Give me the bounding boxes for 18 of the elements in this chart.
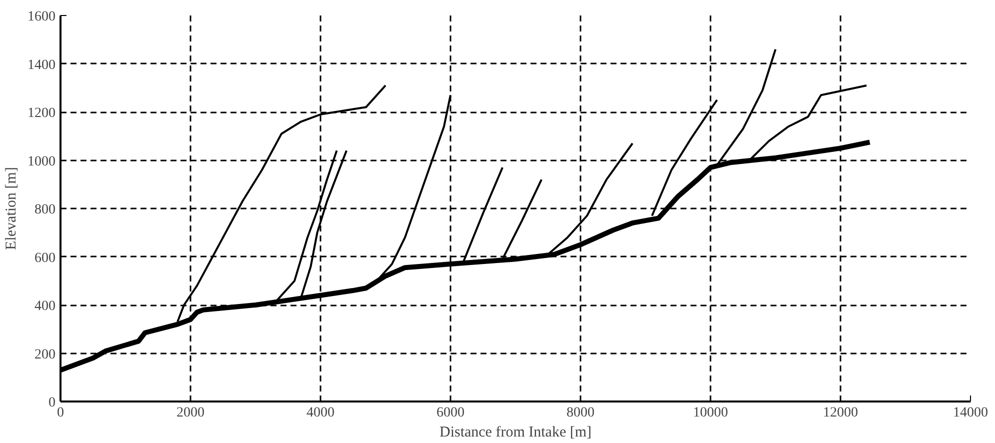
y-tick-label: 1600 (28, 10, 56, 24)
y-tick-label: 400 (34, 299, 56, 314)
y-tick-label: 1000 (28, 154, 56, 170)
x-tick-label: 8000 (566, 406, 594, 420)
y-tick-label: 1200 (28, 106, 56, 121)
x-tick-label: 12000 (823, 406, 858, 420)
y-axis-title: Elevation [m] (4, 167, 20, 250)
y-tick-label: 1400 (28, 58, 56, 73)
x-axis-title: Distance from Intake [m] (439, 424, 592, 440)
y-tick-label: 600 (34, 250, 56, 266)
y-tick-label: 0 (48, 396, 56, 410)
x-tick-label: 10000 (693, 406, 728, 420)
x-tick-label: 2000 (176, 406, 204, 420)
y-tick-label: 200 (34, 347, 56, 362)
y-tick-label: 800 (34, 202, 56, 218)
x-tick-label: 14000 (953, 406, 988, 420)
x-tick-label: 6000 (436, 406, 464, 420)
x-tick-label: 4000 (306, 406, 334, 420)
